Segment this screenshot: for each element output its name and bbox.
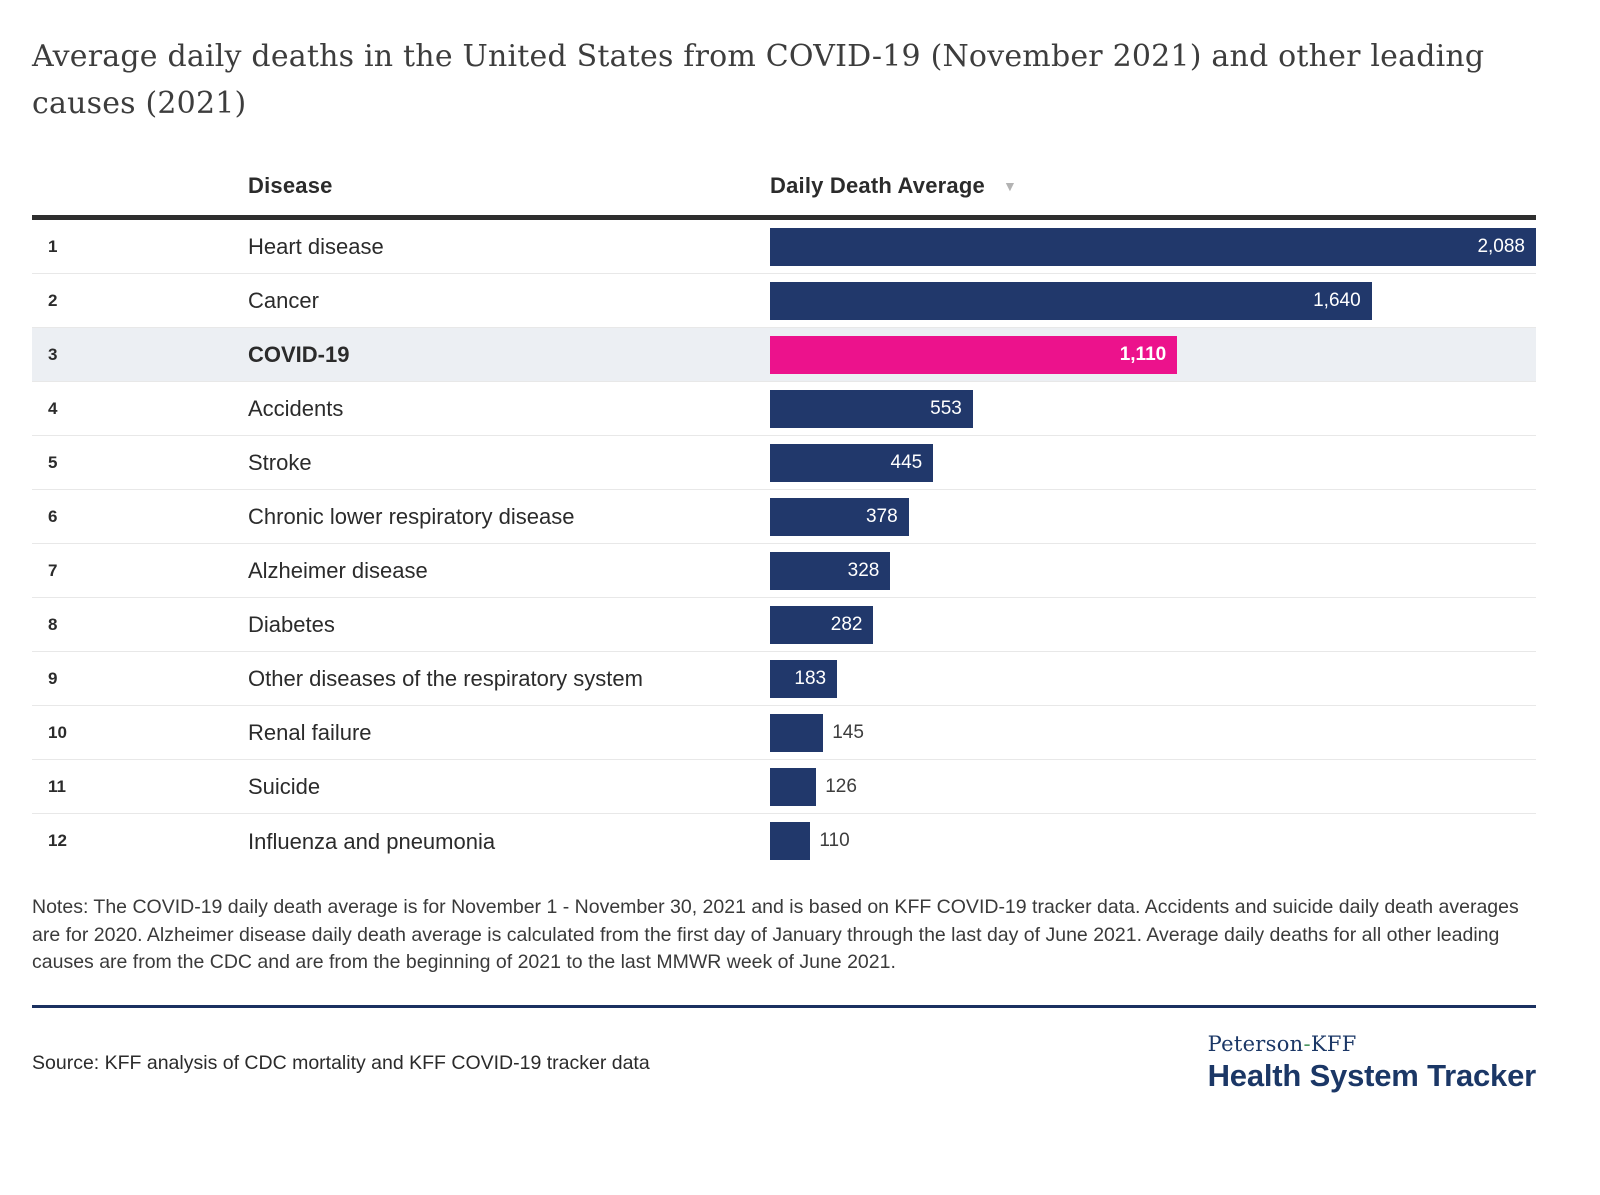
logo-hyphen: - [1303, 1032, 1311, 1057]
disease-label: Renal failure [248, 720, 372, 745]
bar-cell: 1,110 [770, 328, 1536, 381]
table-row: 11 Suicide 126 [32, 760, 1536, 814]
bar-cell: 553 [770, 382, 1536, 435]
footer-divider [32, 1005, 1536, 1009]
value-label: 553 [930, 397, 962, 419]
bar-cell: 145 [770, 706, 1536, 759]
disease-label: COVID-19 [248, 342, 350, 367]
source-text: Source: KFF analysis of CDC mortality an… [32, 1051, 650, 1074]
table-row: 3 COVID-19 1,110 [32, 328, 1536, 382]
bar[interactable]: 2,088 [770, 227, 1536, 266]
column-header-disease: Disease [248, 173, 333, 198]
disease-label: Suicide [248, 774, 321, 799]
value-label: 282 [830, 613, 863, 635]
rank-number: 6 [48, 506, 58, 526]
bar[interactable] [770, 713, 824, 752]
rank-number: 7 [48, 560, 58, 580]
chart-title: Average daily deaths in the United State… [32, 34, 1536, 127]
rank-number: 5 [48, 452, 58, 472]
table-row: 7 Alzheimer disease 328 [32, 544, 1536, 598]
table-header: Disease Daily Death Average ▼ [32, 173, 1536, 215]
disease-label: Stroke [248, 450, 312, 475]
bar-cell: 1,640 [770, 274, 1536, 327]
table-row: 12 Influenza and pneumonia 110 [32, 814, 1536, 868]
rank-number: 12 [48, 831, 67, 850]
notes-text: Notes: The COVID-19 daily death average … [32, 896, 1519, 974]
disease-label: Accidents [248, 396, 344, 421]
value-label: 378 [865, 505, 898, 527]
logo-kff: KFF [1310, 1032, 1357, 1057]
bar[interactable]: 445 [770, 443, 934, 482]
bar[interactable]: 282 [770, 605, 874, 644]
rank-number: 3 [48, 344, 58, 364]
bar-cell: 445 [770, 436, 1536, 489]
table-row: 10 Renal failure 145 [32, 706, 1536, 760]
bar[interactable] [770, 767, 817, 806]
bar[interactable] [770, 822, 811, 860]
rank-number: 8 [48, 614, 58, 634]
table-row: 2 Cancer 1,640 [32, 274, 1536, 328]
chart-title-line2: causes (2021) [32, 85, 247, 121]
rank-number: 1 [48, 236, 58, 256]
value-label: 2,088 [1477, 235, 1525, 257]
sort-descending-icon: ▼ [1002, 178, 1017, 194]
bar-cell: 110 [770, 814, 1536, 868]
table-body: 1 Heart disease 2,088 2 Cancer 1,640 3 COVID-19… [32, 215, 1536, 868]
covid-bar[interactable]: 1,110 [770, 335, 1178, 374]
bar[interactable]: 183 [770, 659, 838, 698]
value-label: 1,640 [1313, 289, 1361, 311]
value-label: 145 [832, 721, 864, 743]
rank-number: 4 [48, 398, 58, 418]
bar[interactable]: 378 [770, 497, 909, 536]
column-header-daily-death-average[interactable]: Daily Death Average ▼ [770, 173, 1536, 199]
value-label: 328 [847, 559, 880, 581]
disease-label: Other diseases of the respiratory system [248, 666, 643, 691]
bar-cell: 183 [770, 652, 1536, 705]
bar[interactable]: 328 [770, 551, 891, 590]
logo-peterson: Peterson [1207, 1032, 1304, 1057]
bar-cell: 328 [770, 544, 1536, 597]
table-row: 1 Heart disease 2,088 [32, 220, 1536, 274]
bar[interactable]: 1,640 [770, 281, 1372, 320]
column-header-label: Daily Death Average [770, 173, 985, 198]
disease-label: Influenza and pneumonia [248, 828, 496, 854]
disease-label: Chronic lower respiratory disease [248, 504, 575, 529]
value-label: 126 [825, 775, 857, 797]
value-label: 1,110 [1119, 343, 1167, 365]
rank-number: 11 [48, 776, 66, 796]
footer: Source: KFF analysis of CDC mortality an… [32, 1032, 1536, 1094]
disease-label: Cancer [248, 288, 319, 313]
value-label: 183 [794, 667, 827, 689]
table-row: 6 Chronic lower respiratory disease 378 [32, 490, 1536, 544]
table-row: 8 Diabetes 282 [32, 598, 1536, 652]
bar[interactable]: 553 [770, 389, 973, 428]
bar-cell: 378 [770, 490, 1536, 543]
value-label: 445 [890, 451, 923, 473]
disease-label: Diabetes [248, 612, 335, 637]
disease-label: Heart disease [248, 234, 384, 259]
logo-health-system-tracker: Health System Tracker [1207, 1058, 1537, 1094]
table-row: 5 Stroke 445 [32, 436, 1536, 490]
bar-cell: 282 [770, 598, 1536, 651]
rank-number: 9 [48, 668, 58, 688]
peterson-kff-logo: Peterson-KFF Health System Tracker [1207, 1032, 1537, 1094]
chart-title-line1: Average daily deaths in the United State… [32, 39, 1485, 74]
rank-number: 2 [48, 290, 58, 310]
bar-cell: 126 [770, 760, 1536, 813]
value-label: 110 [819, 830, 850, 851]
bar-cell: 2,088 [770, 220, 1536, 273]
disease-label: Alzheimer disease [248, 558, 428, 583]
rank-number: 10 [48, 722, 67, 742]
table-row: 9 Other diseases of the respiratory syste… [32, 652, 1536, 706]
logo-brand-line: Peterson-KFF [1208, 1032, 1536, 1056]
table-row: 4 Accidents 553 [32, 382, 1536, 436]
